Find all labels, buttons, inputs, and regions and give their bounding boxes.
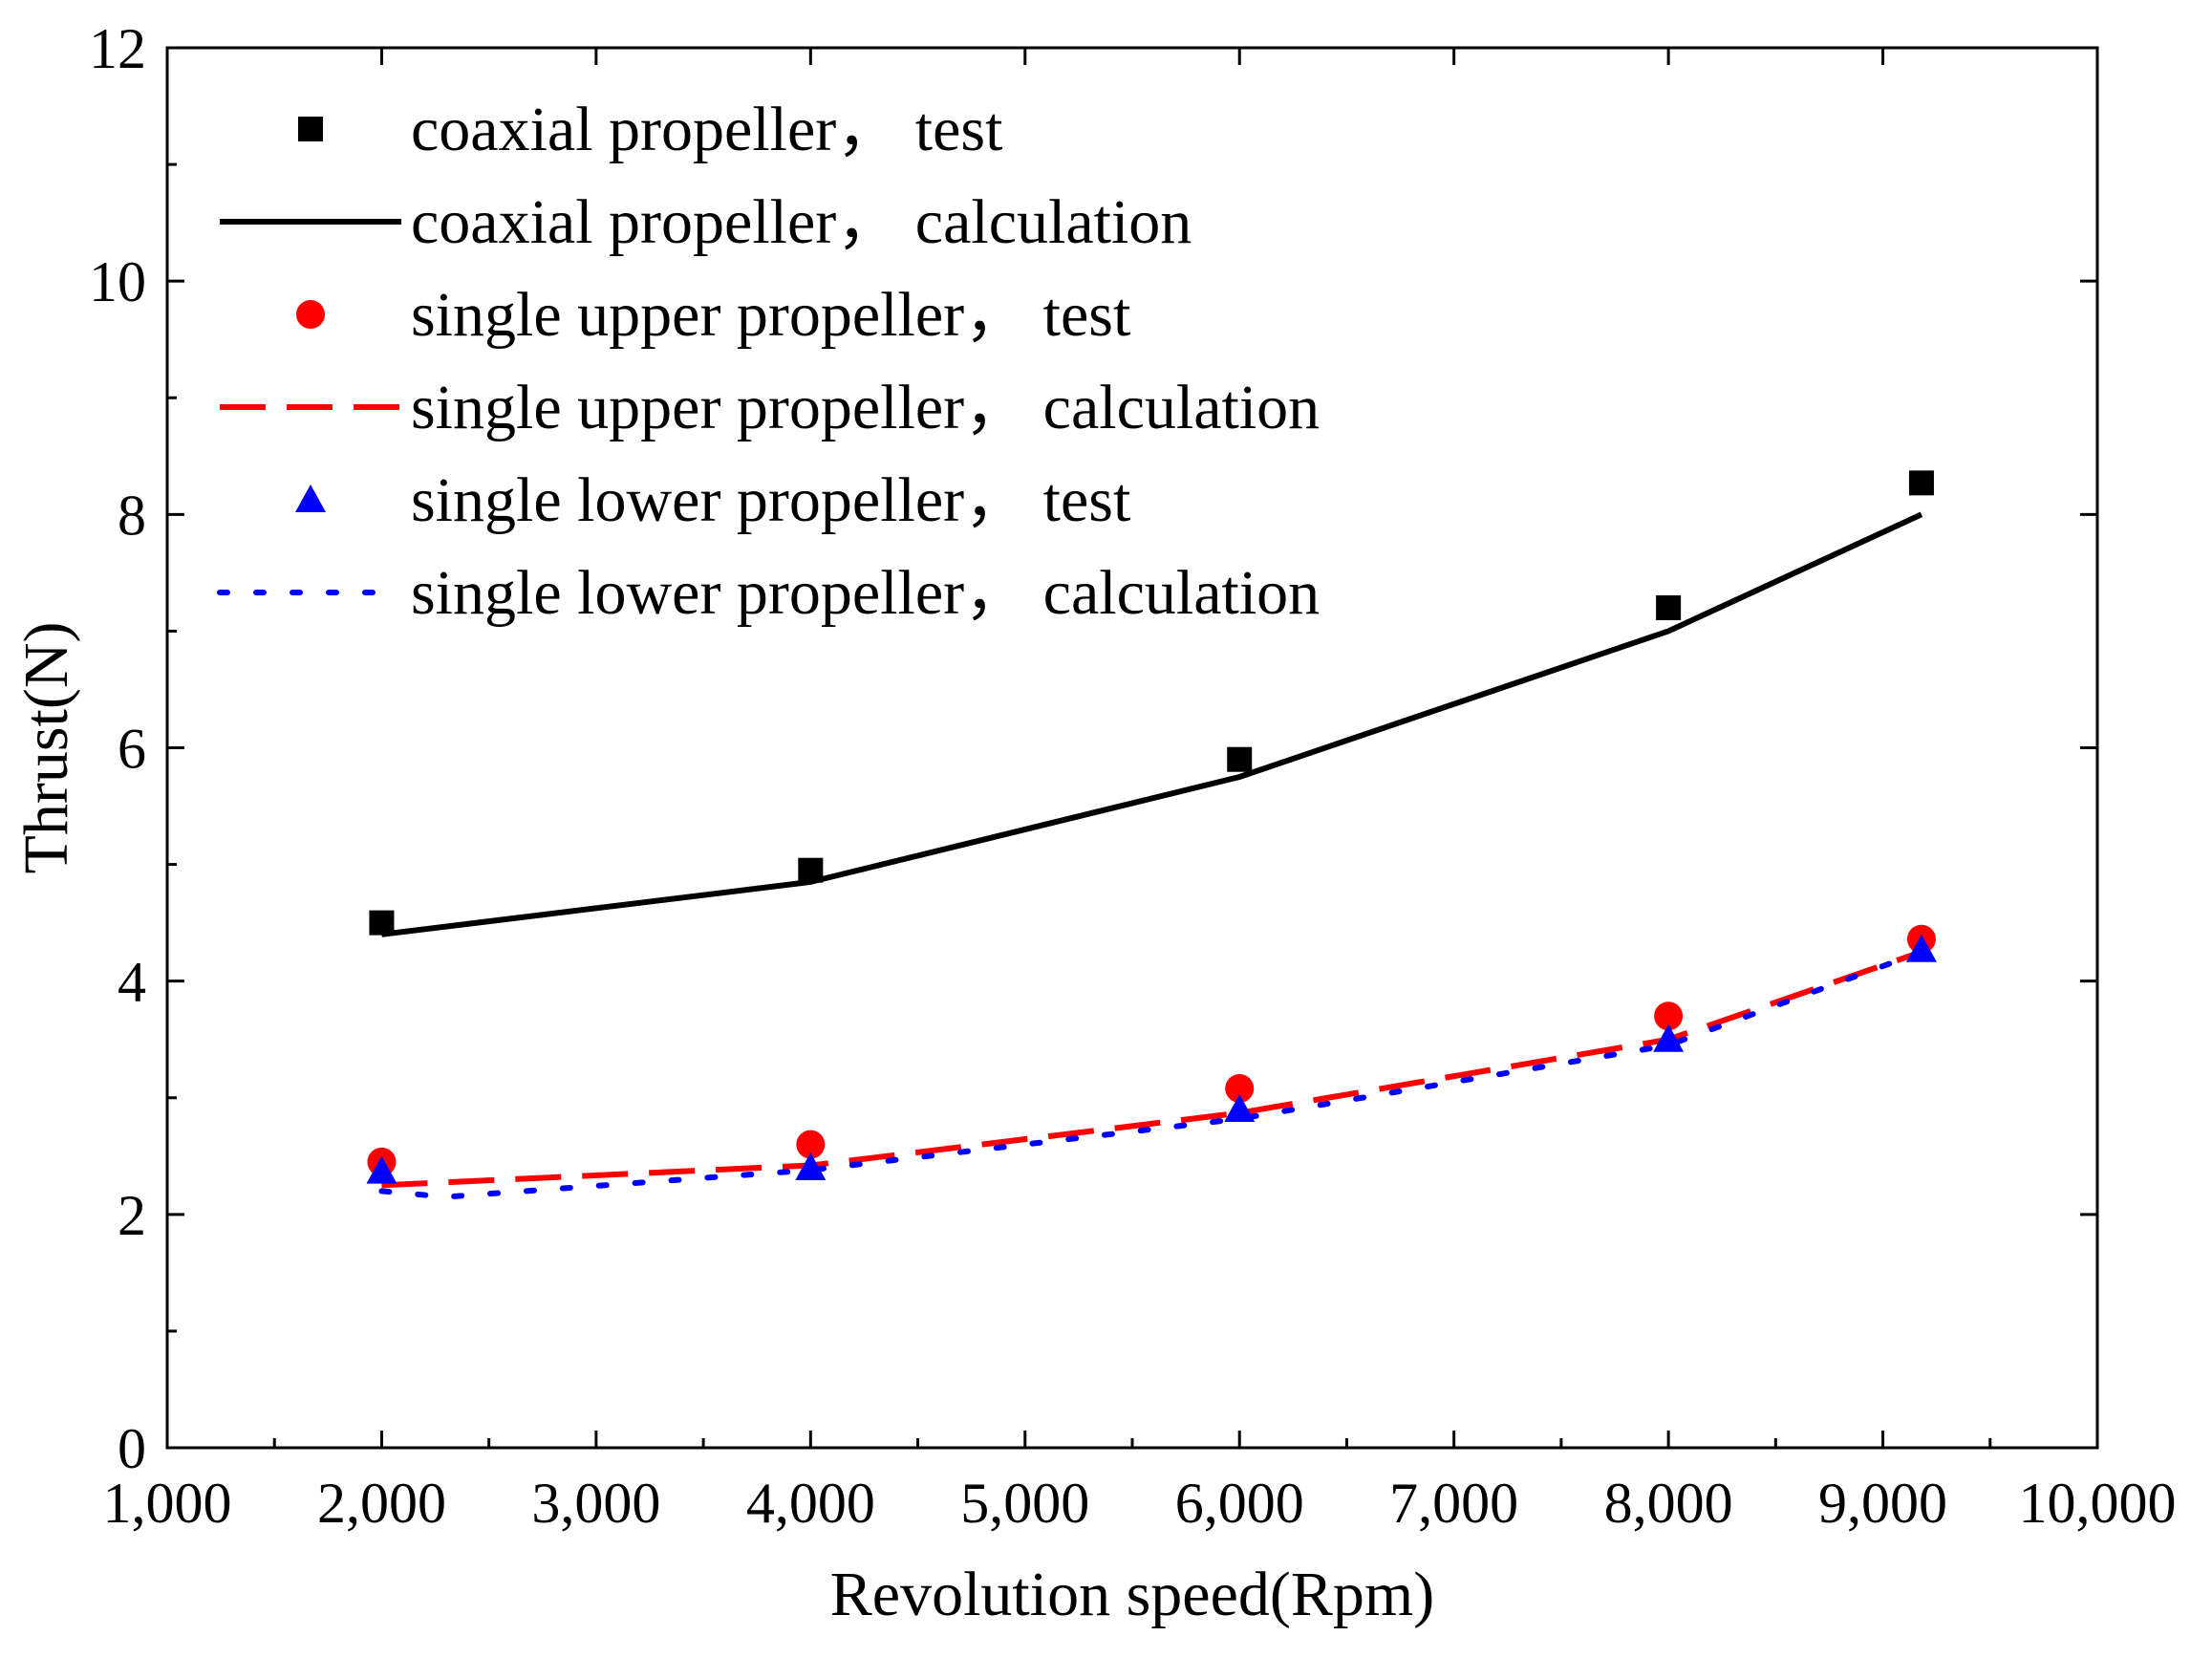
y-tick-label: 10 <box>89 250 146 313</box>
data-point <box>366 1155 397 1184</box>
y-tick-label: 6 <box>118 718 146 781</box>
data-point <box>1905 934 1937 962</box>
data-point <box>795 1152 827 1180</box>
y-tick-label: 8 <box>118 484 146 547</box>
legend-label: single upper propeller， calculation <box>411 373 1320 442</box>
x-tick-label: 6,000 <box>1175 1472 1304 1535</box>
x-tick-label: 1,000 <box>103 1472 232 1535</box>
data-point <box>1654 1001 1684 1031</box>
legend-label: single upper propeller， test <box>411 280 1130 350</box>
data-point <box>796 1130 826 1159</box>
y-tick-label: 0 <box>118 1417 146 1480</box>
legend-label: coaxial propeller， test <box>411 95 1002 164</box>
y-tick-label: 4 <box>118 951 146 1014</box>
x-tick-label: 2,000 <box>317 1472 446 1535</box>
legend-label: single lower propeller， test <box>411 465 1130 535</box>
x-tick-label: 7,000 <box>1389 1472 1518 1535</box>
legend: coaxial propeller， test coaxial propeller… <box>217 95 1320 628</box>
x-tick-label: 8,000 <box>1604 1472 1733 1535</box>
data-point <box>798 857 824 883</box>
x-tick-label: 10,000 <box>2019 1472 2177 1535</box>
data-point <box>1224 1093 1256 1122</box>
data-point <box>369 910 395 936</box>
data-point <box>1656 595 1682 620</box>
legend-label: single lower propeller， calculation <box>411 558 1320 628</box>
y-axis-title: Thrust(N) <box>11 622 81 874</box>
series-line <box>381 949 1922 1189</box>
x-tick-label: 4,000 <box>746 1472 875 1535</box>
data-point <box>1653 1023 1685 1052</box>
y-tick-label: 2 <box>118 1184 146 1247</box>
legend-marker <box>296 300 325 329</box>
legend-marker <box>295 484 326 512</box>
x-tick-label: 3,000 <box>531 1472 660 1535</box>
y-tick-label: 12 <box>89 17 146 80</box>
data-point <box>1908 470 1934 496</box>
series-line <box>378 949 1924 1200</box>
axes: 1,000 2,000 3,000 4,000 5,000 6,000 7,000 8,000… <box>89 17 2177 1535</box>
x-axis-title: Revolution speed(Rpm) <box>830 1560 1434 1629</box>
series-layer <box>366 470 1937 1200</box>
plot-frame <box>165 46 2099 1450</box>
data-point <box>1225 1073 1255 1103</box>
series-line <box>381 511 1923 937</box>
x-tick-label: 9,000 <box>1818 1472 1947 1535</box>
legend-label: coaxial propeller， calculation <box>411 187 1192 257</box>
legend-marker <box>298 117 323 141</box>
data-point <box>1227 746 1253 772</box>
x-tick-label: 5,000 <box>960 1472 1089 1535</box>
